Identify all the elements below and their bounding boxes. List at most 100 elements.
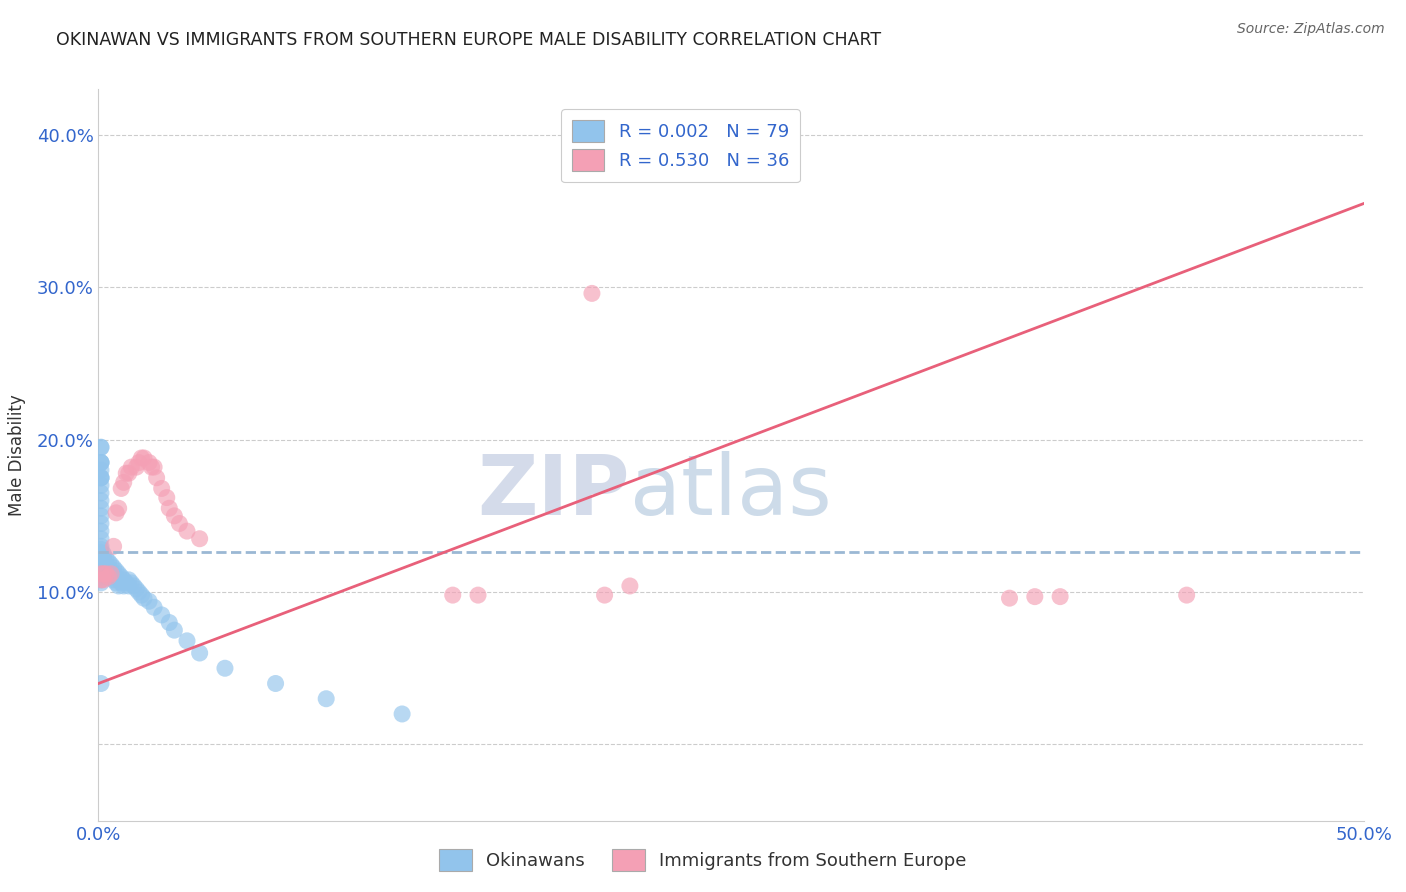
Point <box>163 508 186 523</box>
Point <box>176 524 198 538</box>
Point <box>188 646 211 660</box>
Point <box>619 579 641 593</box>
Point <box>118 466 141 480</box>
Point <box>1049 590 1071 604</box>
Point <box>145 471 167 485</box>
Point <box>143 460 166 475</box>
Point <box>105 564 128 578</box>
Point <box>93 573 115 587</box>
Point <box>97 566 120 581</box>
Point <box>169 516 191 531</box>
Point <box>90 564 112 578</box>
Point <box>90 463 112 477</box>
Point <box>90 440 112 454</box>
Point <box>97 560 120 574</box>
Point <box>90 560 112 574</box>
Point <box>90 501 112 516</box>
Point <box>90 524 112 538</box>
Point <box>90 566 112 581</box>
Point <box>115 466 138 480</box>
Point <box>103 539 125 553</box>
Point <box>128 585 150 599</box>
Point <box>107 579 129 593</box>
Point <box>176 633 198 648</box>
Point <box>105 570 128 584</box>
Point <box>90 456 112 470</box>
Point <box>141 460 163 475</box>
Point <box>100 570 122 584</box>
Point <box>94 551 117 566</box>
Point <box>90 566 112 581</box>
Point <box>90 478 112 492</box>
Text: Source: ZipAtlas.com: Source: ZipAtlas.com <box>1237 22 1385 37</box>
Point <box>100 564 122 578</box>
Point <box>93 547 115 561</box>
Point <box>100 566 122 581</box>
Point <box>93 555 115 569</box>
Point <box>90 558 112 572</box>
Text: atlas: atlas <box>630 451 831 532</box>
Point <box>644 146 666 161</box>
Point <box>107 573 129 587</box>
Point <box>90 532 112 546</box>
Point <box>97 555 120 569</box>
Point <box>110 482 132 496</box>
Point <box>90 542 112 557</box>
Point <box>94 566 117 581</box>
Point <box>593 588 616 602</box>
Point <box>90 486 112 500</box>
Point <box>138 456 160 470</box>
Point <box>150 482 173 496</box>
Point <box>100 558 122 572</box>
Point <box>90 573 112 587</box>
Point <box>156 491 179 505</box>
Point <box>93 562 115 576</box>
Point <box>120 576 142 591</box>
Point <box>150 607 173 622</box>
Point <box>90 508 112 523</box>
Point <box>90 676 112 690</box>
Point <box>128 456 150 470</box>
Point <box>93 566 115 581</box>
Legend: R = 0.002   N = 79, R = 0.530   N = 36: R = 0.002 N = 79, R = 0.530 N = 36 <box>561 109 800 182</box>
Point <box>90 456 112 470</box>
Point <box>157 501 180 516</box>
Point <box>315 691 337 706</box>
Point <box>90 545 112 559</box>
Point <box>90 539 112 553</box>
Point <box>118 573 141 587</box>
Point <box>1175 588 1198 602</box>
Point <box>90 573 112 587</box>
Point <box>214 661 236 675</box>
Point <box>90 493 112 508</box>
Point <box>94 558 117 572</box>
Point <box>93 558 115 572</box>
Point <box>120 460 142 475</box>
Point <box>105 506 128 520</box>
Point <box>132 591 155 606</box>
Point <box>264 676 287 690</box>
Point <box>90 471 112 485</box>
Point <box>112 475 135 490</box>
Point <box>93 551 115 566</box>
Point <box>90 516 112 531</box>
Point <box>105 576 128 591</box>
Point <box>112 573 135 587</box>
Point <box>122 579 145 593</box>
Point <box>441 588 464 602</box>
Point <box>131 450 153 465</box>
Point <box>132 450 155 465</box>
Point <box>125 582 148 596</box>
Point <box>138 594 160 608</box>
Point <box>90 440 112 454</box>
Point <box>90 471 112 485</box>
Point <box>163 623 186 637</box>
Point <box>581 286 603 301</box>
Point <box>112 579 135 593</box>
Text: OKINAWAN VS IMMIGRANTS FROM SOUTHERN EUROPE MALE DISABILITY CORRELATION CHART: OKINAWAN VS IMMIGRANTS FROM SOUTHERN EUR… <box>56 31 882 49</box>
Point <box>157 615 180 630</box>
Point <box>90 570 112 584</box>
Point <box>118 579 141 593</box>
Point <box>998 591 1021 606</box>
Point <box>94 562 117 576</box>
